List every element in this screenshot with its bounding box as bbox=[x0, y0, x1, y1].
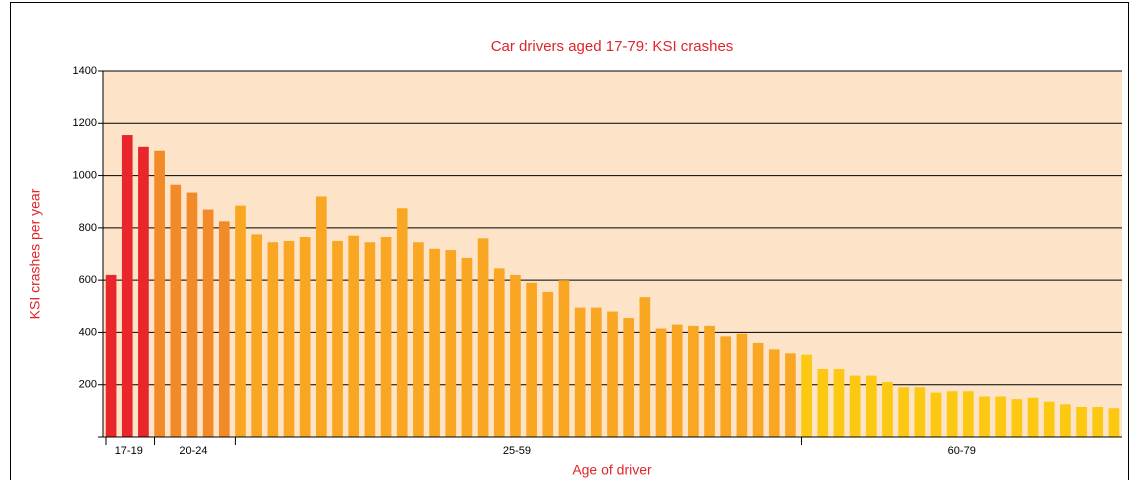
bar bbox=[510, 274, 521, 437]
bar bbox=[720, 336, 732, 437]
bar bbox=[332, 240, 343, 437]
bar bbox=[865, 375, 877, 437]
frame bbox=[10, 2, 1129, 480]
x-axis-label: Age of driver bbox=[572, 462, 652, 478]
bar bbox=[590, 307, 602, 437]
bar bbox=[817, 369, 829, 437]
bar bbox=[801, 354, 812, 437]
bar bbox=[105, 274, 117, 437]
bar bbox=[186, 192, 198, 437]
y-tick-label: 1000 bbox=[73, 169, 97, 181]
bar bbox=[154, 150, 165, 437]
bar bbox=[704, 325, 715, 437]
bar bbox=[882, 382, 893, 437]
x-group-label: 20-24 bbox=[179, 445, 207, 457]
bar bbox=[785, 353, 796, 437]
bar bbox=[267, 242, 279, 437]
y-tick-label: 200 bbox=[79, 379, 97, 391]
x-group-label: 60-79 bbox=[948, 445, 976, 457]
bar bbox=[235, 205, 246, 437]
bar bbox=[364, 242, 376, 437]
y-axis-label: KSI crashes per year bbox=[27, 188, 43, 319]
y-tick-label: 1200 bbox=[73, 117, 97, 129]
y-tick-label: 600 bbox=[79, 274, 97, 286]
bar bbox=[1060, 404, 1071, 437]
bar bbox=[623, 318, 635, 437]
bar bbox=[898, 387, 909, 437]
bar bbox=[963, 391, 974, 437]
x-group-label: 25-59 bbox=[503, 445, 531, 457]
bar bbox=[1108, 408, 1120, 437]
bar bbox=[946, 391, 958, 437]
bar bbox=[688, 325, 699, 437]
bar bbox=[138, 146, 149, 438]
bar bbox=[607, 311, 618, 437]
bar bbox=[461, 257, 473, 437]
bar bbox=[396, 208, 408, 437]
bar bbox=[526, 282, 537, 437]
bar bbox=[493, 268, 505, 437]
bar bbox=[348, 235, 360, 437]
bar bbox=[833, 369, 845, 437]
bar bbox=[849, 375, 861, 437]
bar bbox=[655, 328, 667, 437]
bar bbox=[558, 280, 570, 437]
bar bbox=[316, 196, 327, 437]
bar bbox=[914, 387, 926, 437]
bar bbox=[170, 184, 182, 437]
bar bbox=[752, 342, 764, 437]
bar bbox=[445, 250, 457, 437]
bar bbox=[413, 242, 424, 437]
bar bbox=[768, 349, 780, 437]
bar bbox=[121, 135, 133, 438]
bar bbox=[930, 392, 942, 437]
bar bbox=[283, 240, 295, 437]
bar bbox=[639, 297, 651, 437]
chart-title: Car drivers aged 17-79: KSI crashes bbox=[491, 38, 734, 55]
bar bbox=[1027, 397, 1039, 437]
bar bbox=[979, 396, 990, 437]
bar bbox=[671, 324, 683, 437]
bar bbox=[542, 291, 554, 437]
bar bbox=[380, 237, 392, 437]
bar bbox=[429, 248, 440, 437]
bar bbox=[477, 238, 489, 437]
bar bbox=[299, 237, 311, 437]
bar bbox=[1076, 406, 1087, 437]
bar bbox=[995, 396, 1007, 437]
y-tick-label: 1400 bbox=[73, 65, 97, 77]
x-group-label: 17-19 bbox=[115, 445, 143, 457]
y-tick-label: 400 bbox=[79, 326, 97, 338]
bar bbox=[218, 221, 230, 437]
bar bbox=[251, 234, 262, 437]
bar bbox=[202, 209, 214, 437]
bar bbox=[1011, 399, 1023, 437]
bar bbox=[736, 333, 748, 437]
bar bbox=[1043, 401, 1055, 437]
bar bbox=[574, 307, 586, 437]
y-tick-label: 800 bbox=[79, 222, 97, 234]
bar bbox=[1092, 406, 1104, 437]
